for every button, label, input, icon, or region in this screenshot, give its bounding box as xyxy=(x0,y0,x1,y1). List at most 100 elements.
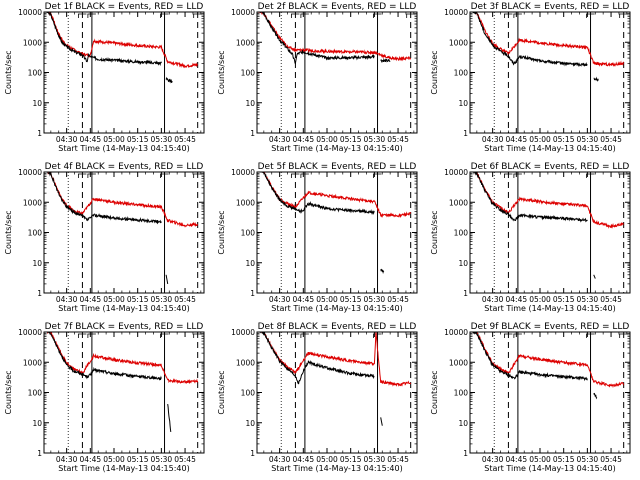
series-events-tail-line xyxy=(380,268,385,274)
x-tick-label: 05:15 xyxy=(127,455,149,464)
x-tick-label: 05:00 xyxy=(529,295,551,304)
panel-title: Det 3f BLACK = Events, RED = LLD xyxy=(471,2,630,12)
y-tick-label: 1000 xyxy=(23,198,42,207)
y-tick-label: 10000 xyxy=(18,8,42,17)
series-events-line xyxy=(45,332,162,381)
y-tick-label: 10 xyxy=(32,99,42,108)
series-events-tail-line xyxy=(593,76,599,82)
x-tick-label: 05:00 xyxy=(316,455,338,464)
series-events-tail-line xyxy=(593,392,598,400)
y-tick-label: 10000 xyxy=(444,8,468,17)
marker-bracket xyxy=(78,13,87,18)
marker-bracket xyxy=(373,13,382,18)
x-tick-label: 05:30 xyxy=(364,455,386,464)
x-tick-label: 04:30 xyxy=(482,135,504,144)
marker-bracket xyxy=(87,13,96,18)
x-tick-label: 05:00 xyxy=(103,135,125,144)
marker-bracket xyxy=(619,333,628,338)
x-axis-label: Start Time (14-May-13 04:15:40) xyxy=(484,144,615,153)
marker-bracket xyxy=(513,333,522,338)
y-tick-label: 1 xyxy=(463,289,468,298)
x-tick-label: 05:15 xyxy=(553,455,575,464)
x-axis-label: Start Time (14-May-13 04:15:40) xyxy=(271,464,402,473)
x-tick-label: 04:45 xyxy=(293,135,315,144)
y-tick-label: 1000 xyxy=(449,198,468,207)
y-tick-label: 1 xyxy=(463,129,468,138)
x-tick-label: 05:45 xyxy=(174,135,196,144)
series-events-line xyxy=(257,332,375,385)
x-tick-label: 05:45 xyxy=(174,295,196,304)
series-events-line xyxy=(472,332,588,382)
series-lld-line xyxy=(257,172,412,218)
panel-det-1f: Det 1f BLACK = Events, RED = LLD Counts/s… xyxy=(4,2,205,153)
marker-bracket xyxy=(619,173,628,178)
x-tick-label: 05:00 xyxy=(529,455,551,464)
x-axis-label: Start Time (14-May-13 04:15:40) xyxy=(58,304,189,313)
x-tick-label: 04:45 xyxy=(80,135,102,144)
plot-frame xyxy=(43,171,205,294)
panel-det-6f: Det 6f BLACK = Events, RED = LLD Counts/s… xyxy=(430,162,631,313)
marker-bracket xyxy=(406,173,415,178)
marker-bracket xyxy=(87,333,96,338)
marker-bracket xyxy=(193,333,202,338)
y-tick-label: 1 xyxy=(37,449,42,458)
x-tick-label: 04:30 xyxy=(56,135,78,144)
x-tick-label: 05:30 xyxy=(151,295,173,304)
x-tick-label: 05:30 xyxy=(577,295,599,304)
y-axis-label: Counts/sec xyxy=(430,370,439,414)
plot-frame xyxy=(469,11,631,134)
y-tick-label: 1000 xyxy=(236,38,255,47)
x-tick-label: 04:45 xyxy=(506,135,528,144)
plot-frame xyxy=(43,11,205,134)
x-tick-label: 04:45 xyxy=(293,455,315,464)
x-tick-label: 04:45 xyxy=(80,295,102,304)
series-events-line xyxy=(44,172,162,225)
series-events-tail-line xyxy=(167,404,172,432)
x-tick-label: 05:45 xyxy=(387,455,409,464)
x-tick-label: 04:30 xyxy=(269,455,291,464)
y-tick-label: 1000 xyxy=(449,38,468,47)
x-tick-label: 05:30 xyxy=(364,295,386,304)
series-events-tail-line xyxy=(380,417,383,426)
y-tick-label: 10 xyxy=(245,99,255,108)
panel-det-9f: Det 9f BLACK = Events, RED = LLD Counts/s… xyxy=(430,322,631,473)
series-lld-line xyxy=(260,332,412,387)
x-tick-label: 05:45 xyxy=(387,135,409,144)
panel-det-3f: Det 3f BLACK = Events, RED = LLD Counts/s… xyxy=(430,2,631,153)
y-tick-label: 10 xyxy=(458,99,468,108)
y-tick-label: 10 xyxy=(245,259,255,268)
marker-bracket xyxy=(193,173,202,178)
marker-bracket xyxy=(193,13,202,18)
panel-title: Det 5f BLACK = Events, RED = LLD xyxy=(258,162,417,172)
marker-bracket xyxy=(291,173,300,178)
series-events-tail-line xyxy=(380,58,391,64)
x-tick-label: 04:30 xyxy=(56,295,78,304)
y-axis-label: Counts/sec xyxy=(217,370,226,414)
x-tick-label: 05:15 xyxy=(127,135,149,144)
y-tick-label: 1 xyxy=(250,289,255,298)
y-tick-label: 1000 xyxy=(23,358,42,367)
plot-frame xyxy=(469,171,631,294)
y-tick-label: 10000 xyxy=(18,328,42,337)
marker-bracket xyxy=(513,13,522,18)
x-tick-label: 05:30 xyxy=(364,135,386,144)
y-tick-label: 100 xyxy=(241,229,256,238)
panel-title: Det 2f BLACK = Events, RED = LLD xyxy=(258,2,417,12)
marker-bracket xyxy=(504,173,513,178)
series-lld-line xyxy=(471,332,625,389)
y-axis-label: Counts/sec xyxy=(4,50,13,94)
marker-bracket xyxy=(504,333,513,338)
y-tick-label: 100 xyxy=(28,389,43,398)
marker-bracket xyxy=(586,13,595,18)
x-tick-label: 05:15 xyxy=(127,295,149,304)
x-tick-label: 05:00 xyxy=(103,295,125,304)
series-lld-line xyxy=(473,172,624,229)
x-tick-label: 05:30 xyxy=(151,135,173,144)
marker-bracket xyxy=(78,173,87,178)
x-tick-label: 04:45 xyxy=(506,295,528,304)
y-tick-label: 10 xyxy=(458,419,468,428)
x-axis-label: Start Time (14-May-13 04:15:40) xyxy=(484,304,615,313)
plot-frame xyxy=(256,331,418,454)
panel-det-2f: Det 2f BLACK = Events, RED = LLD Counts/s… xyxy=(217,2,418,153)
